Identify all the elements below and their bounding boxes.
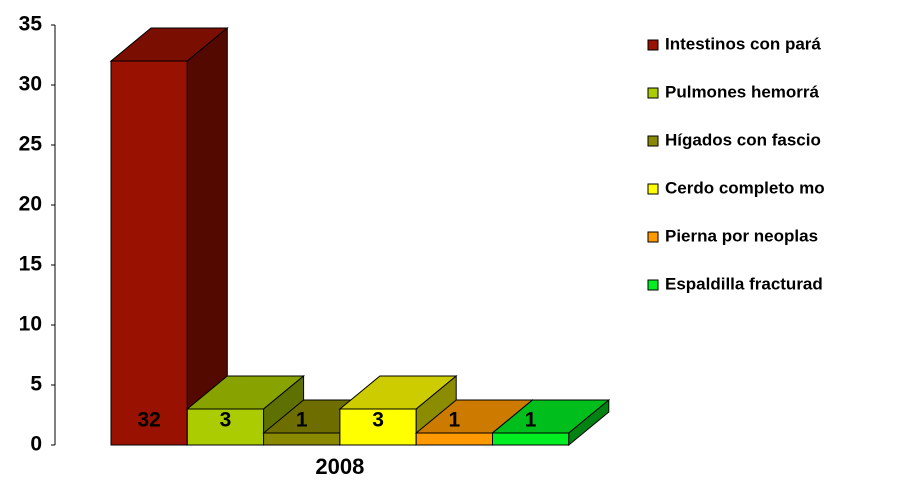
bar-face (568, 398, 610, 447)
y-tick-label: 20 (19, 193, 42, 216)
y-tick-label: 10 (19, 313, 42, 336)
legend-swatch (647, 39, 659, 51)
legend-swatch (647, 279, 659, 291)
y-tick-label: 0 (30, 433, 42, 456)
legend-swatch (647, 135, 659, 147)
legend-label: Pierna por neoplas (665, 226, 818, 245)
data-label: 1 (525, 409, 537, 432)
bar (491, 398, 611, 447)
y-tick-label: 35 (19, 13, 43, 36)
legend-swatch (647, 87, 659, 99)
legend-label: Hígados con fascio (665, 130, 821, 149)
bar-face (492, 432, 570, 446)
legend-label: Cerdo completo mo (665, 178, 825, 197)
bar (185, 374, 305, 447)
legend-swatch (647, 183, 659, 195)
bar (109, 26, 229, 447)
y-tick-label: 25 (19, 133, 43, 156)
data-label: 32 (137, 409, 160, 432)
legend-label: Espaldilla fracturad (665, 274, 823, 293)
legend-label: Pulmones hemorrá (665, 82, 820, 101)
data-label: 3 (372, 409, 384, 432)
y-tick-label: 5 (30, 373, 42, 396)
y-tick-label: 30 (19, 73, 42, 96)
legend-swatch (647, 231, 659, 243)
bar-face (415, 432, 493, 446)
bar-face (263, 432, 341, 446)
data-label: 1 (296, 409, 308, 432)
legend-label: Intestinos con pará (665, 34, 821, 53)
data-label: 3 (220, 409, 232, 432)
y-tick-label: 15 (19, 253, 43, 276)
x-tick-label: 2008 (315, 454, 364, 479)
data-label: 1 (449, 409, 461, 432)
bar-face (110, 60, 188, 446)
